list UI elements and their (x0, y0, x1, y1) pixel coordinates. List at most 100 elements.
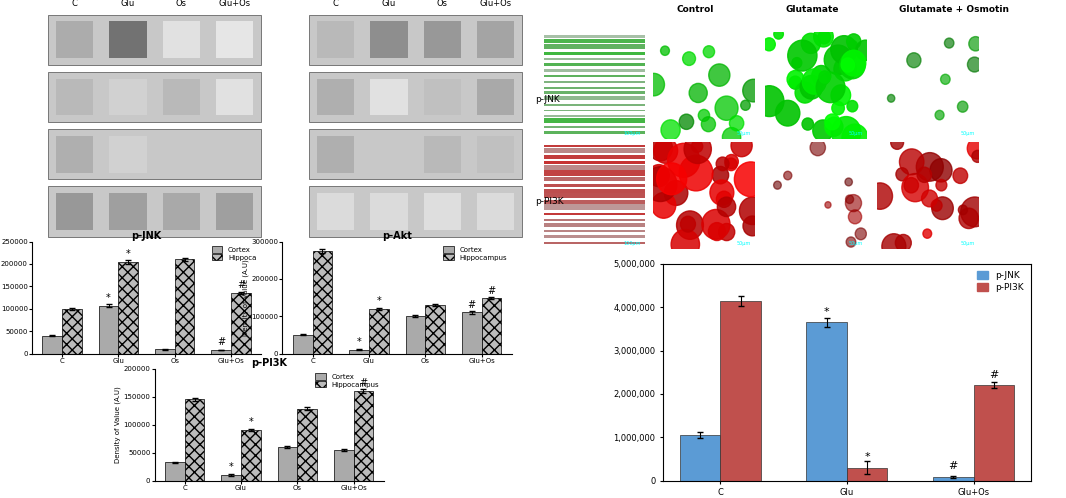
Circle shape (868, 183, 892, 209)
Bar (118, 262, 139, 354)
Circle shape (935, 111, 944, 120)
Circle shape (661, 46, 669, 55)
Bar (211, 350, 231, 354)
Circle shape (834, 57, 856, 81)
Circle shape (664, 181, 688, 205)
Circle shape (725, 154, 739, 169)
Bar (293, 335, 312, 354)
Bar (163, 21, 200, 58)
Bar (371, 21, 407, 58)
Circle shape (661, 120, 680, 140)
Circle shape (907, 53, 921, 68)
Bar (309, 186, 522, 237)
Circle shape (846, 237, 856, 247)
Circle shape (704, 46, 714, 58)
Circle shape (741, 100, 750, 111)
Bar (477, 21, 515, 58)
Bar (544, 52, 645, 55)
Text: #: # (989, 370, 999, 379)
Bar (55, 79, 94, 116)
Circle shape (895, 235, 911, 251)
Circle shape (856, 40, 875, 60)
Bar (55, 136, 94, 173)
Circle shape (953, 168, 968, 183)
Bar (165, 462, 184, 481)
Bar (544, 44, 645, 49)
Circle shape (917, 167, 932, 182)
Circle shape (701, 117, 715, 131)
Circle shape (649, 135, 673, 161)
Circle shape (653, 138, 678, 163)
Bar (215, 136, 254, 173)
Legend: Cortex, Hippocampus: Cortex, Hippocampus (441, 245, 508, 262)
Circle shape (729, 116, 744, 131)
Circle shape (849, 41, 857, 50)
Circle shape (972, 150, 983, 162)
Bar (544, 69, 645, 72)
Text: Os: Os (437, 0, 448, 7)
Bar (544, 119, 645, 123)
Text: Control: Control (676, 5, 714, 14)
Circle shape (677, 211, 704, 240)
Bar (544, 165, 645, 170)
Circle shape (900, 149, 924, 175)
Circle shape (932, 200, 942, 211)
Title: p-Akt: p-Akt (382, 231, 413, 241)
Circle shape (792, 58, 802, 68)
Bar (55, 193, 94, 230)
Circle shape (788, 40, 817, 71)
Circle shape (667, 143, 700, 177)
Bar (680, 435, 721, 481)
Circle shape (960, 197, 989, 227)
Text: #: # (487, 285, 496, 295)
Bar (462, 313, 482, 354)
Bar (477, 136, 515, 173)
Bar (544, 205, 645, 210)
Circle shape (709, 64, 730, 86)
Circle shape (679, 155, 713, 191)
Circle shape (846, 34, 861, 49)
Text: *: * (376, 296, 382, 306)
Text: 50μm: 50μm (849, 131, 862, 136)
Bar (544, 39, 645, 43)
Bar (354, 391, 373, 481)
Text: *: * (248, 417, 254, 427)
Text: Glu: Glu (120, 0, 135, 7)
Bar (48, 186, 261, 237)
Circle shape (717, 197, 736, 217)
Bar (277, 447, 297, 481)
Circle shape (923, 229, 932, 238)
Text: Glu: Glu (382, 0, 397, 7)
Circle shape (795, 82, 814, 103)
Circle shape (957, 101, 968, 112)
Bar (544, 170, 645, 176)
Circle shape (725, 158, 737, 171)
Circle shape (930, 159, 952, 182)
Bar (544, 63, 645, 66)
Bar (371, 136, 407, 173)
Bar (163, 193, 200, 230)
Title: p-JNK: p-JNK (131, 231, 162, 241)
Circle shape (936, 179, 947, 191)
Bar (544, 115, 645, 117)
Circle shape (710, 180, 733, 205)
Circle shape (958, 205, 968, 215)
Text: C: C (71, 0, 78, 7)
Circle shape (776, 100, 800, 126)
Circle shape (940, 74, 950, 84)
Circle shape (672, 230, 699, 259)
Bar (544, 219, 645, 221)
Bar (721, 301, 761, 481)
Text: Glu+Os: Glu+Os (480, 0, 512, 7)
Bar (544, 154, 645, 159)
Circle shape (743, 79, 764, 102)
Circle shape (824, 45, 852, 75)
Bar (48, 72, 261, 122)
Circle shape (644, 167, 677, 202)
Bar (544, 87, 645, 89)
Bar (312, 251, 333, 354)
Circle shape (841, 58, 855, 72)
Circle shape (825, 114, 840, 130)
Bar (297, 409, 317, 481)
Text: #: # (217, 337, 225, 347)
